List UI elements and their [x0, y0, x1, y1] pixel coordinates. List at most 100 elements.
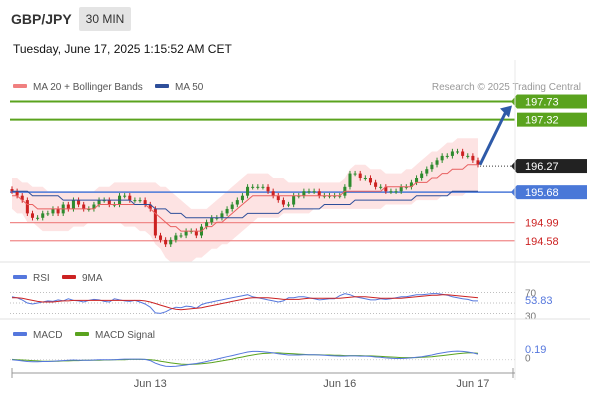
candle	[404, 186, 408, 188]
candle	[158, 235, 163, 240]
macd-value-label: 0.19	[525, 344, 546, 356]
bollinger-band	[12, 138, 478, 262]
candle	[353, 173, 357, 175]
candle	[97, 200, 101, 205]
candle	[266, 186, 270, 192]
candle	[235, 200, 239, 205]
legend-label: 9MA	[82, 273, 103, 284]
timeframe-button[interactable]: 30 MIN	[79, 7, 131, 31]
candle	[292, 195, 296, 205]
level-label: 196.27	[525, 161, 559, 173]
candle	[466, 155, 470, 157]
candle	[425, 169, 429, 174]
candle	[71, 200, 75, 209]
level-label-pointer	[511, 159, 517, 174]
level-label: 197.32	[525, 115, 559, 127]
candle	[271, 191, 275, 196]
candle	[348, 173, 352, 187]
level-label-bg	[517, 185, 587, 200]
credit-text: Research © 2025 Trading Central	[432, 82, 581, 93]
candle	[174, 235, 178, 240]
candle	[287, 204, 291, 206]
level-label: 194.99	[525, 218, 559, 230]
candle	[420, 173, 424, 178]
legend-swatch	[155, 84, 169, 88]
candle	[430, 164, 434, 170]
ma50-line	[12, 190, 478, 219]
candle	[455, 151, 460, 153]
level-label: 197.73	[525, 97, 559, 109]
candle	[20, 195, 24, 201]
candle	[256, 186, 260, 188]
rsi-panel: RSI 9MA 70 30 53.83	[10, 273, 553, 322]
candle	[36, 217, 40, 219]
candle	[240, 195, 244, 201]
time-axis-label: Jun 13	[134, 378, 167, 390]
rsi-tick-label: 70	[525, 289, 537, 300]
level-label-pointer	[511, 185, 517, 200]
candle	[440, 155, 444, 161]
candle	[415, 178, 419, 183]
candle	[374, 182, 378, 187]
candle	[179, 235, 183, 237]
candle	[184, 231, 188, 236]
candle	[194, 231, 198, 236]
macd-line	[11, 350, 479, 368]
forecast-arrow-head	[500, 105, 512, 118]
candle	[51, 208, 55, 214]
legend-label: MACD	[33, 330, 62, 341]
candle	[450, 151, 454, 156]
legend-label: MA 50	[175, 82, 204, 93]
rsi-ma-line	[12, 294, 479, 311]
candle	[77, 200, 81, 205]
candle	[312, 191, 316, 193]
candle	[358, 173, 362, 178]
candle	[56, 208, 60, 214]
candle	[363, 178, 367, 179]
candle	[153, 208, 157, 236]
candle	[399, 186, 403, 192]
candle	[389, 191, 393, 193]
candle	[445, 155, 449, 157]
candle	[435, 160, 439, 165]
legend-swatch	[13, 275, 27, 279]
macd-tick-label: 0	[525, 354, 531, 365]
level-label: 194.58	[525, 236, 559, 248]
candle	[66, 204, 70, 209]
candle	[102, 200, 106, 202]
level-label-bg	[517, 112, 587, 127]
time-axis: Jun 13 Jun 16 Jun 17	[0, 60, 590, 390]
candle	[471, 155, 475, 161]
legend-swatch	[13, 332, 27, 336]
price-panel: MA 20 + Bollinger Bands MA 50 Research © 2…	[10, 82, 587, 262]
candle	[261, 186, 265, 188]
candle	[15, 191, 19, 196]
candle	[25, 200, 29, 214]
candle	[230, 204, 234, 209]
rsi-tick-label: 30	[525, 311, 537, 322]
rsi-value-label: 53.83	[525, 295, 553, 307]
candle	[225, 208, 229, 214]
legend-label: RSI	[33, 273, 50, 284]
candle	[409, 182, 413, 187]
ma20-line	[12, 164, 478, 232]
level-label-bg	[517, 159, 587, 174]
candle	[148, 204, 152, 209]
candle	[251, 186, 255, 188]
candle	[128, 195, 132, 201]
candle	[205, 222, 209, 227]
candle	[302, 191, 306, 196]
candle	[10, 189, 14, 192]
candle	[476, 160, 480, 165]
candle	[87, 208, 91, 210]
legend-label: MA 20 + Bollinger Bands	[33, 82, 143, 93]
candle	[30, 213, 35, 218]
candle	[210, 217, 214, 223]
candle	[92, 204, 96, 209]
legend-swatch	[13, 84, 27, 88]
level-label-pointer	[511, 94, 517, 109]
macd-panel: MACD MACD Signal 00.19	[10, 330, 546, 368]
candle	[133, 200, 137, 202]
candle	[220, 213, 224, 218]
